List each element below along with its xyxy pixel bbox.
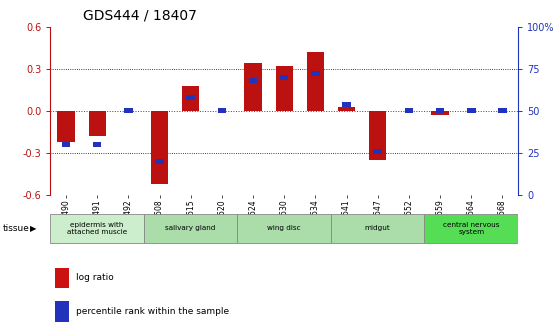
- Bar: [62, 142, 70, 147]
- Bar: [55, 301, 69, 322]
- Bar: [374, 149, 382, 154]
- Bar: [432, 111, 449, 115]
- Bar: [182, 86, 199, 111]
- Bar: [144, 214, 237, 243]
- Bar: [424, 214, 518, 243]
- Bar: [311, 72, 320, 76]
- Bar: [50, 214, 144, 243]
- Bar: [436, 109, 444, 113]
- Text: midgut: midgut: [365, 225, 390, 232]
- Bar: [186, 95, 195, 100]
- Text: wing disc: wing disc: [267, 225, 301, 232]
- Bar: [249, 78, 257, 83]
- Bar: [342, 102, 351, 107]
- Text: GDS444 / 18407: GDS444 / 18407: [83, 8, 197, 23]
- Bar: [276, 66, 293, 111]
- Bar: [88, 111, 106, 136]
- Bar: [55, 267, 69, 288]
- Bar: [155, 159, 164, 164]
- Bar: [331, 214, 424, 243]
- Text: central nervous
system: central nervous system: [443, 222, 500, 235]
- Text: salivary gland: salivary gland: [166, 225, 216, 232]
- Text: epidermis with
attached muscle: epidermis with attached muscle: [67, 222, 127, 235]
- Bar: [369, 111, 386, 160]
- Text: ▶: ▶: [30, 224, 36, 233]
- Bar: [307, 52, 324, 111]
- Bar: [280, 75, 288, 80]
- Bar: [405, 109, 413, 113]
- Bar: [237, 214, 331, 243]
- Bar: [498, 109, 507, 113]
- Bar: [467, 109, 475, 113]
- Text: tissue: tissue: [3, 224, 30, 233]
- Bar: [93, 142, 101, 147]
- Bar: [151, 111, 168, 184]
- Text: log ratio: log ratio: [76, 274, 114, 283]
- Bar: [58, 111, 74, 142]
- Bar: [124, 109, 133, 113]
- Bar: [218, 109, 226, 113]
- Bar: [338, 107, 355, 111]
- Text: percentile rank within the sample: percentile rank within the sample: [76, 307, 230, 316]
- Bar: [245, 63, 262, 111]
